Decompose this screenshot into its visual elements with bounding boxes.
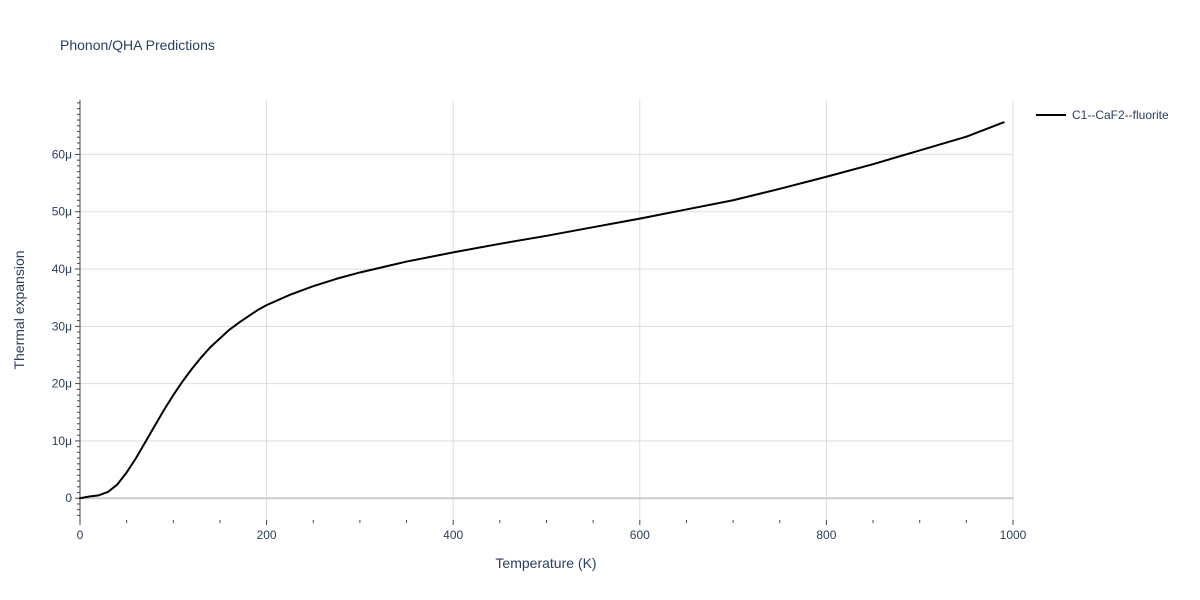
legend[interactable]: C1--CaF2--fluorite (1036, 108, 1169, 122)
y-tick-label: 50μ (52, 205, 72, 219)
x-axis-title: Temperature (K) (495, 555, 596, 571)
x-tick-label: 200 (257, 528, 277, 542)
y-tick-label: 20μ (52, 377, 72, 391)
x-tick-label: 400 (443, 528, 463, 542)
grid-layer (80, 100, 1014, 520)
y-tick-label: 40μ (52, 262, 72, 276)
axis-layer (75, 100, 1014, 525)
x-tick-label: 600 (630, 528, 650, 542)
chart-title: Phonon/QHA Predictions (60, 37, 215, 53)
y-tick-label: 0 (65, 491, 72, 505)
legend-label-c1-caf2-fluorite[interactable]: C1--CaF2--fluorite (1072, 108, 1169, 122)
y-tick-label: 30μ (52, 319, 72, 333)
x-tick-label: 0 (77, 528, 84, 542)
series-layer (79, 121, 1005, 500)
series-line-c1-caf2-fluorite (79, 121, 1005, 500)
y-tick-label: 10μ (52, 434, 72, 448)
y-axis-title: Thermal expansion (11, 250, 27, 369)
x-tick-label: 800 (816, 528, 836, 542)
x-tick-label: 1000 (1000, 528, 1027, 542)
tick-label-layer: 0 200 400 600 800 1000 0 10μ 20μ 30μ 40μ 50μ 60μ (52, 147, 1027, 542)
y-tick-label: 60μ (52, 147, 72, 161)
